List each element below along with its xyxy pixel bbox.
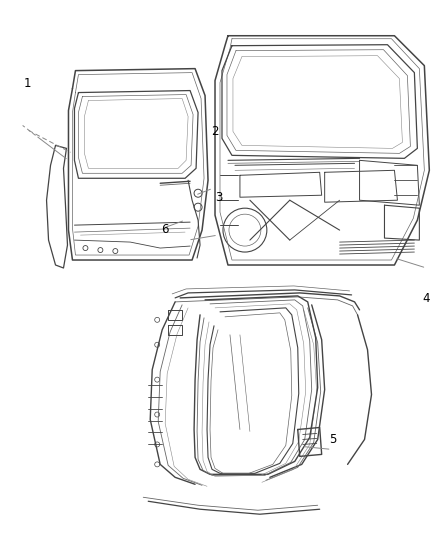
Text: 3: 3	[215, 191, 223, 204]
Text: 6: 6	[161, 223, 168, 236]
Text: 5: 5	[329, 433, 336, 446]
Text: 1: 1	[24, 77, 32, 90]
Text: 2: 2	[211, 125, 219, 138]
Text: 4: 4	[423, 292, 430, 305]
